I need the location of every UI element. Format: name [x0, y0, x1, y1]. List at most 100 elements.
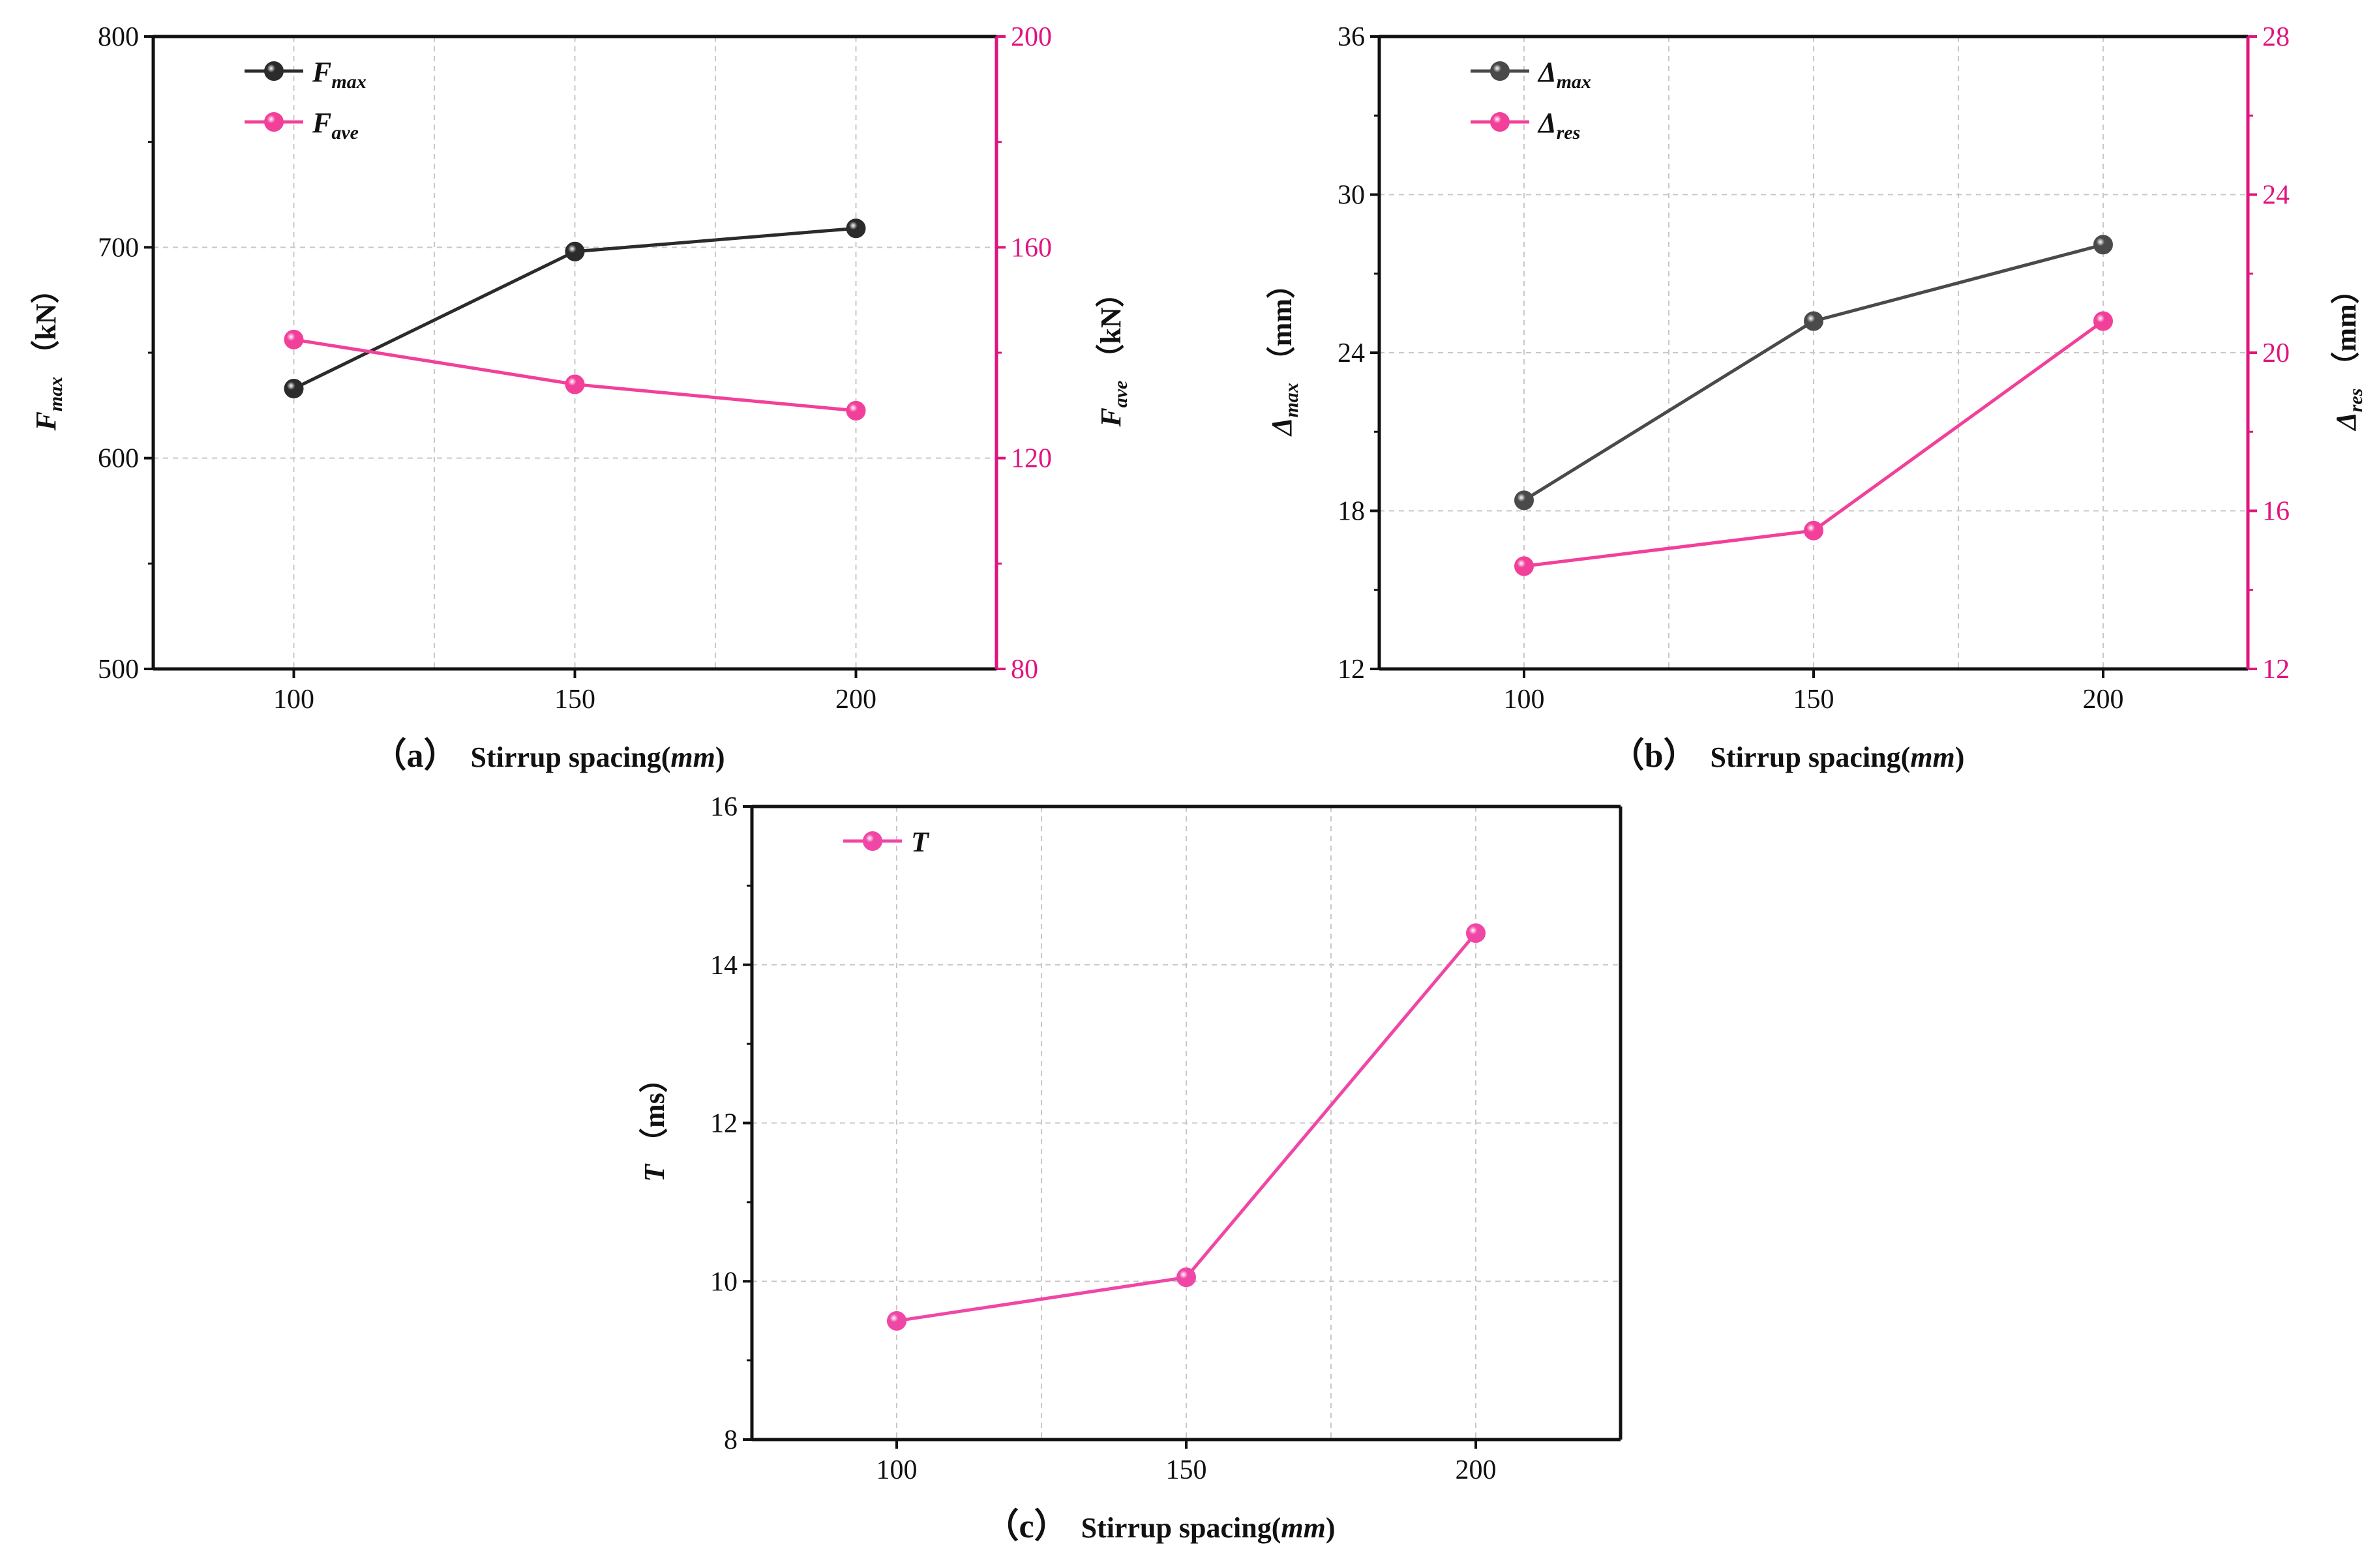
x-tick-label: 200 — [2083, 685, 2124, 715]
y2-label-main: F — [1095, 407, 1127, 427]
y2-tick-label: 20 — [2262, 338, 2290, 368]
legend-label-sub: res — [1557, 122, 1581, 143]
x-label-close: ) — [1955, 741, 1965, 773]
y-label-sub: max — [45, 377, 67, 411]
series-line-T-main — [896, 932, 1477, 1323]
legend-marker — [1490, 112, 1510, 132]
data-point — [284, 378, 304, 398]
y-axis-title: T （ms） — [638, 1064, 670, 1182]
y-tick-label: 18 — [1338, 497, 1365, 527]
y-label-unit: （mm） — [1266, 270, 1298, 375]
legend-label-sub: max — [331, 71, 366, 93]
legend-label: Δmax — [1537, 56, 1591, 93]
y-tick-label: 10 — [710, 1267, 738, 1297]
legend-label: T — [911, 826, 930, 858]
y2-tick-label: 200 — [1011, 22, 1052, 52]
legend-marker — [863, 831, 882, 851]
y2-tick-label: 28 — [2262, 22, 2290, 52]
legend-label-main: F — [312, 107, 331, 139]
legend-label: Fmax — [312, 56, 367, 93]
legend-label: Fave — [312, 107, 359, 143]
y2-tick-label: 80 — [1011, 655, 1038, 685]
data-point — [2093, 311, 2113, 331]
data-point — [1176, 1267, 1196, 1288]
data-point — [1466, 923, 1486, 943]
x-label-unit: mm — [1910, 741, 1954, 773]
y-tick-label: 36 — [1338, 22, 1365, 52]
legend-label-main: T — [911, 826, 930, 858]
x-axis-title: （c） Stirrup spacing(mm) — [985, 1507, 1335, 1545]
legend-marker — [264, 112, 284, 132]
data-point — [1514, 556, 1534, 576]
x-tick-label: 200 — [835, 685, 876, 715]
y2-axis-title: Fave （kN） — [1095, 278, 1131, 427]
y-label-main: T — [638, 1163, 670, 1182]
legend-label-main: Δ — [1537, 107, 1557, 139]
panel-b: 12 18 24 30 36 12 16 20 24 28 100 150 200 （b） Stirrup … — [1266, 22, 2367, 775]
data-point — [1514, 490, 1534, 510]
y2-label-sub: res — [2345, 389, 2367, 413]
x-tick-label: 100 — [876, 1455, 918, 1485]
x-tick-label: 150 — [554, 685, 595, 715]
y2-label-unit: （mm） — [2330, 275, 2362, 380]
y2-tick-label: 160 — [1011, 233, 1052, 263]
x-tick-label: 150 — [1793, 685, 1834, 715]
x-tick-label: 100 — [273, 685, 314, 715]
data-point — [1804, 520, 1823, 540]
y-tick-label: 30 — [1338, 181, 1365, 211]
x-label-unit: mm — [1281, 1512, 1325, 1544]
panel-label: （c） — [985, 1507, 1068, 1545]
data-point — [846, 400, 866, 421]
y-tick-label: 12 — [1338, 655, 1365, 685]
x-label-text: Stirrup spacing( — [1081, 1512, 1281, 1544]
x-tick-label: 150 — [1166, 1455, 1207, 1485]
y-label-main: Δ — [1266, 418, 1298, 437]
x-label-close: ) — [715, 741, 725, 773]
legend-marker — [1490, 61, 1510, 81]
x-tick-label: 100 — [1504, 685, 1545, 715]
y-tick-label: 500 — [98, 655, 139, 685]
panel-label: （a） — [373, 737, 458, 775]
data-point — [565, 374, 585, 394]
y2-tick-label: 16 — [2262, 497, 2290, 527]
y2-tick-label: 120 — [1011, 444, 1052, 474]
y2-label-unit: （kN） — [1095, 278, 1127, 372]
y-tick-label: 16 — [710, 792, 738, 822]
y-tick-label: 800 — [98, 22, 139, 52]
y2-axis-title: Δres （mm） — [2330, 275, 2367, 432]
data-point — [565, 241, 585, 261]
panel-label: （b） — [1611, 737, 1698, 775]
y-label-unit: （kN） — [30, 275, 62, 369]
y2-tick-label: 24 — [2262, 181, 2290, 211]
y2-label-sub: ave — [1110, 381, 1131, 408]
legend-label-main: F — [312, 56, 331, 88]
x-label-close: ) — [1326, 1512, 1336, 1544]
y-tick-label: 600 — [98, 444, 139, 474]
y-axis-title: Fmax （kN） — [30, 275, 67, 432]
legend-label-sub: max — [1557, 71, 1591, 93]
x-axis-title: （a） Stirrup spacing(mm) — [373, 737, 725, 775]
x-tick-label: 200 — [1456, 1455, 1497, 1485]
y2-tick-label: 12 — [2262, 655, 2290, 685]
data-point — [887, 1310, 906, 1331]
y-label-unit: （ms） — [638, 1064, 670, 1157]
legend-label: Δres — [1537, 107, 1580, 143]
data-point — [1804, 311, 1823, 331]
x-label-text: Stirrup spacing( — [471, 741, 671, 773]
y-tick-label: 14 — [710, 951, 738, 981]
y2-label-main: Δ — [2330, 412, 2362, 432]
y-tick-label: 8 — [724, 1425, 738, 1455]
panel-a: 500 600 700 800 80 120 160 200 100 150 200 （a） Stirr… — [30, 22, 1131, 775]
x-label-unit: mm — [670, 741, 715, 773]
legend-label-main: Δ — [1537, 56, 1557, 88]
x-label-text: Stirrup spacing( — [1710, 741, 1910, 773]
data-point — [846, 218, 866, 239]
y-label-main: F — [30, 411, 62, 431]
panel-c: 8 10 12 14 16 100 150 200 （c） Stirrup spacing(mm)… — [638, 792, 1623, 1545]
x-axis-title: （b） Stirrup spacing(mm) — [1611, 737, 1965, 775]
y-label-sub: max — [1281, 383, 1302, 417]
data-point — [2093, 235, 2113, 255]
legend-marker — [264, 61, 284, 81]
data-point — [284, 329, 304, 349]
